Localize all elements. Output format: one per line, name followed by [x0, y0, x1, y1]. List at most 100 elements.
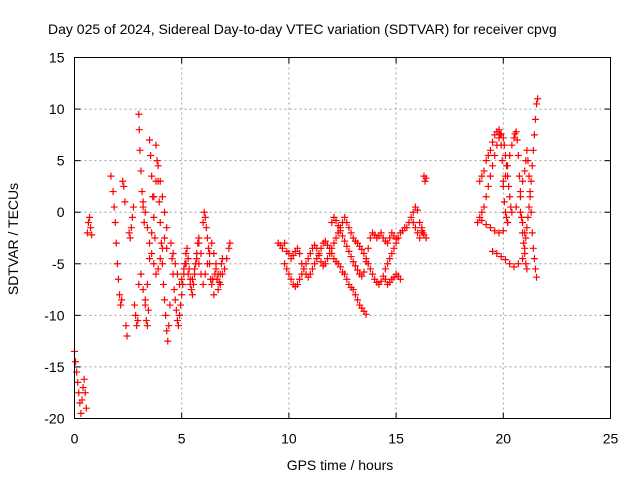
data-point: [313, 244, 321, 252]
data-point: [186, 280, 194, 288]
data-point: [381, 275, 389, 283]
data-point: [155, 198, 163, 206]
data-point: [366, 265, 374, 273]
data-point: [173, 270, 181, 278]
data-point: [116, 291, 124, 299]
data-point: [146, 255, 154, 263]
data-point: [529, 244, 537, 252]
data-point: [217, 260, 225, 268]
data-point: [173, 317, 181, 325]
data-point: [197, 249, 205, 257]
data-point: [529, 146, 537, 154]
data-point: [500, 198, 508, 206]
data-point: [226, 239, 234, 247]
data-point: [191, 265, 199, 273]
data-point: [159, 280, 167, 288]
data-point: [205, 244, 212, 252]
data-point: [285, 270, 293, 278]
data-point: [533, 100, 541, 108]
data-point: [343, 242, 351, 250]
data-point: [341, 270, 349, 278]
data-point: [154, 265, 162, 273]
data-point: [72, 358, 80, 366]
data-point: [527, 208, 535, 216]
data-point: [360, 249, 368, 257]
data-point: [362, 310, 370, 318]
y-tick-label: 0: [57, 204, 65, 220]
data-point: [163, 224, 171, 232]
data-point: [87, 224, 95, 232]
data-point: [326, 249, 334, 257]
data-point: [508, 208, 516, 216]
data-point: [499, 182, 507, 190]
data-point: [153, 157, 161, 165]
data-point: [146, 136, 154, 144]
data-point: [345, 224, 353, 232]
data-point: [360, 268, 368, 276]
data-point: [137, 270, 145, 278]
data-point: [281, 260, 289, 268]
data-point: [311, 260, 319, 268]
data-point: [210, 249, 218, 257]
data-point: [110, 203, 118, 211]
data-point: [503, 213, 511, 221]
data-point: [384, 260, 392, 268]
data-point: [88, 231, 96, 239]
data-point: [304, 255, 312, 263]
data-point: [369, 270, 377, 278]
data-point: [516, 208, 524, 216]
y-axis-title: SDTVAR / TECUs: [5, 183, 21, 295]
data-point: [308, 265, 316, 273]
data-point: [183, 244, 191, 252]
data-point: [422, 174, 430, 182]
data-point: [112, 239, 120, 247]
data-point: [199, 219, 207, 227]
data-point: [75, 389, 83, 397]
data-point: [482, 193, 490, 201]
data-point: [377, 277, 385, 285]
data-point: [519, 219, 527, 227]
data-point: [296, 249, 304, 257]
data-point: [530, 131, 538, 139]
data-point: [334, 222, 342, 230]
data-point: [214, 286, 222, 294]
data-point: [109, 188, 117, 196]
data-point: [330, 239, 338, 247]
data-point: [520, 239, 528, 247]
data-point: [343, 219, 351, 227]
data-point: [386, 234, 394, 242]
data-point: [83, 229, 91, 237]
data-point: [411, 224, 419, 232]
data-point: [158, 260, 166, 268]
data-point: [208, 280, 216, 288]
data-point: [317, 258, 325, 266]
data-point: [120, 182, 128, 190]
data-point: [119, 177, 127, 185]
data-point: [132, 311, 140, 319]
data-point: [414, 229, 422, 237]
data-point: [118, 296, 126, 304]
data-point: [354, 266, 362, 274]
data-point: [516, 188, 524, 196]
data-point: [138, 188, 146, 196]
data-point: [79, 384, 87, 392]
x-tick-label: 15: [388, 431, 404, 447]
data-point: [154, 162, 162, 170]
data-point: [366, 234, 374, 242]
data-point: [336, 227, 344, 235]
data-point: [499, 227, 507, 235]
data-point: [134, 317, 142, 325]
data-point: [497, 141, 505, 149]
data-point: [527, 177, 535, 185]
data-point: [390, 244, 398, 252]
data-point: [476, 177, 484, 185]
data-point: [168, 255, 176, 263]
data-point: [497, 130, 505, 138]
data-point: [177, 301, 185, 309]
data-point: [131, 301, 139, 309]
data-point: [351, 291, 359, 299]
data-point: [146, 239, 154, 247]
data-point: [164, 337, 172, 345]
data-point: [126, 234, 134, 242]
data-point: [140, 219, 148, 227]
